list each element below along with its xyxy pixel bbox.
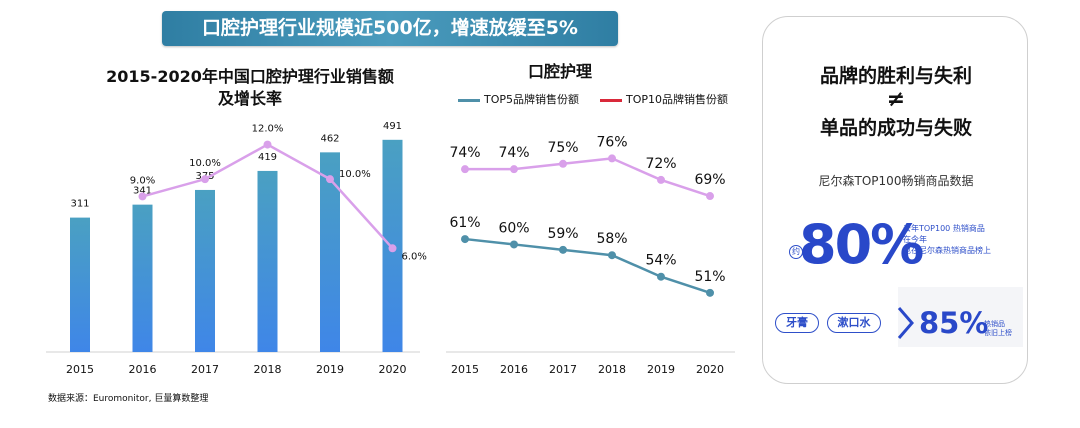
legend-swatch-top10 (600, 99, 622, 102)
share-label-top10-2017: 75% (547, 140, 578, 156)
sales-bar-2017 (195, 189, 215, 352)
share-label-top10-2015: 74% (449, 145, 480, 161)
share-x-tick-2018: 2018 (598, 363, 626, 376)
headline-banner: 口腔护理行业规模近500亿，增速放缓至5% (162, 11, 618, 46)
share-label-top5-2019: 54% (645, 253, 676, 269)
share-x-tick-2015: 2015 (451, 363, 479, 376)
insight-card: 品牌的胜利与失利 ≠ 单品的成功与失败 尼尔森TOP100畅销商品数据 约 80… (762, 16, 1028, 384)
sales-bar-label-2019: 462 (320, 133, 339, 144)
growth-label-2016: 9.0% (130, 175, 155, 186)
sales-bar-2019 (320, 152, 340, 352)
share-point-top5-2015 (461, 235, 469, 244)
share-point-top10-2015 (461, 165, 469, 174)
share-point-top10-2020 (706, 192, 714, 201)
share-point-top10-2016 (510, 165, 518, 174)
share-point-top5-2017 (559, 245, 567, 254)
sales-x-tick-2018: 2018 (254, 363, 282, 376)
stat-80-note: 去年TOP100 热销商品 在今年 也在尼尔森热销商品榜上 (903, 223, 1028, 256)
growth-point-2016 (138, 192, 147, 201)
toothpaste-pill: 牙膏 (775, 313, 819, 333)
growth-point-2020 (388, 244, 397, 253)
share-point-top10-2017 (559, 159, 567, 168)
share-point-top5-2018 (608, 251, 616, 260)
sales-chart-title-line2: 及增长率 (217, 89, 282, 108)
sales-x-tick-2020: 2020 (379, 363, 407, 376)
sales-bar-2016 (132, 204, 153, 352)
share-label-top5-2016: 60% (498, 220, 529, 236)
share-label-top10-2020: 69% (694, 172, 725, 188)
share-point-top10-2018 (608, 154, 616, 163)
card-title-line1: 品牌的胜利与失利 (819, 65, 972, 87)
stat-85-note-line2: 依旧上榜 (984, 329, 1012, 337)
share-label-top5-2017: 59% (547, 226, 578, 242)
stat-80-percent: 80% (799, 213, 924, 276)
data-source-note: 数据来源：Euromonitor, 巨量算数整理 (48, 394, 209, 404)
share-label-top5-2020: 51% (694, 269, 725, 285)
share-chart-title: 口腔护理 (527, 62, 592, 81)
legend-label-top5: TOP5品牌销售份额 (484, 93, 580, 106)
share-label-top10-2018: 76% (596, 134, 627, 150)
card-title-line2: 单品的成功与失败 (819, 117, 972, 139)
growth-label-2019: 10.0% (339, 169, 371, 180)
share-x-tick-2017: 2017 (549, 363, 577, 376)
stat-85-note: 热销品 依旧上榜 (984, 320, 1020, 338)
share-label-top10-2019: 72% (645, 156, 676, 172)
mouthwash-pill: 漱口水 (827, 313, 881, 333)
sales-x-tick-2019: 2019 (316, 363, 344, 376)
sales-x-tick-2015: 2015 (66, 363, 94, 376)
chevron-right-icon (897, 307, 914, 339)
sales-bar-label-2016: 341 (133, 186, 152, 197)
legend-label-top10: TOP10品牌销售份额 (626, 93, 729, 106)
sales-chart-title: 2015-2020年中国口腔护理行业销售额 及增长率 (40, 66, 460, 110)
stat-85-percent: 85% (919, 306, 989, 340)
sales-bar-label-2020: 491 (383, 121, 402, 132)
growth-label-2020: 6.0% (402, 251, 427, 262)
sales-chart-title-line1: 2015-2020年中国口腔护理行业销售额 (106, 67, 394, 86)
stat-85-note-line1: 热销品 (984, 320, 1005, 328)
share-label-top5-2018: 58% (596, 231, 627, 247)
stat-80-note-line3: 也在尼尔森热销商品榜上 (903, 246, 991, 255)
share-x-tick-2016: 2016 (500, 363, 528, 376)
not-equal-sign: ≠ (886, 87, 906, 112)
faded-background-panel (898, 287, 1023, 347)
growth-point-2018 (263, 140, 272, 149)
growth-point-2019 (326, 175, 334, 184)
share-x-tick-2019: 2019 (647, 363, 675, 376)
share-label-top10-2016: 74% (498, 145, 529, 161)
stat-80-note-line2: 在今年 (903, 235, 927, 244)
sales-bar-label-2018: 419 (258, 152, 277, 163)
growth-label-2017: 10.0% (189, 158, 221, 169)
share-label-top5-2015: 61% (449, 215, 480, 231)
approx-badge: 约 (789, 245, 803, 259)
share-point-top10-2019 (657, 175, 665, 184)
share-x-tick-2020: 2020 (696, 363, 724, 376)
sales-x-tick-2016: 2016 (129, 363, 157, 376)
growth-point-2017 (201, 175, 209, 184)
sales-bar-label-2015: 311 (70, 199, 89, 210)
share-line-top10 (465, 157, 711, 198)
share-point-top5-2016 (510, 240, 518, 249)
legend-swatch-top5 (458, 99, 480, 102)
growth-label-2018: 12.0% (252, 124, 284, 135)
share-chart-legend: TOP5品牌销售份额 TOP10品牌销售份额 (458, 92, 758, 110)
sales-x-tick-2017: 2017 (191, 363, 219, 376)
share-point-top5-2019 (657, 272, 665, 281)
sales-bar-2015 (70, 217, 90, 352)
share-line-top5 (464, 237, 711, 295)
stat-80-note-line1: 去年TOP100 热销商品 (903, 224, 985, 233)
card-subtitle: 尼尔森TOP100畅销商品数据 (818, 174, 974, 188)
share-point-top5-2020 (706, 288, 714, 297)
sales-bar-2018 (257, 170, 278, 352)
